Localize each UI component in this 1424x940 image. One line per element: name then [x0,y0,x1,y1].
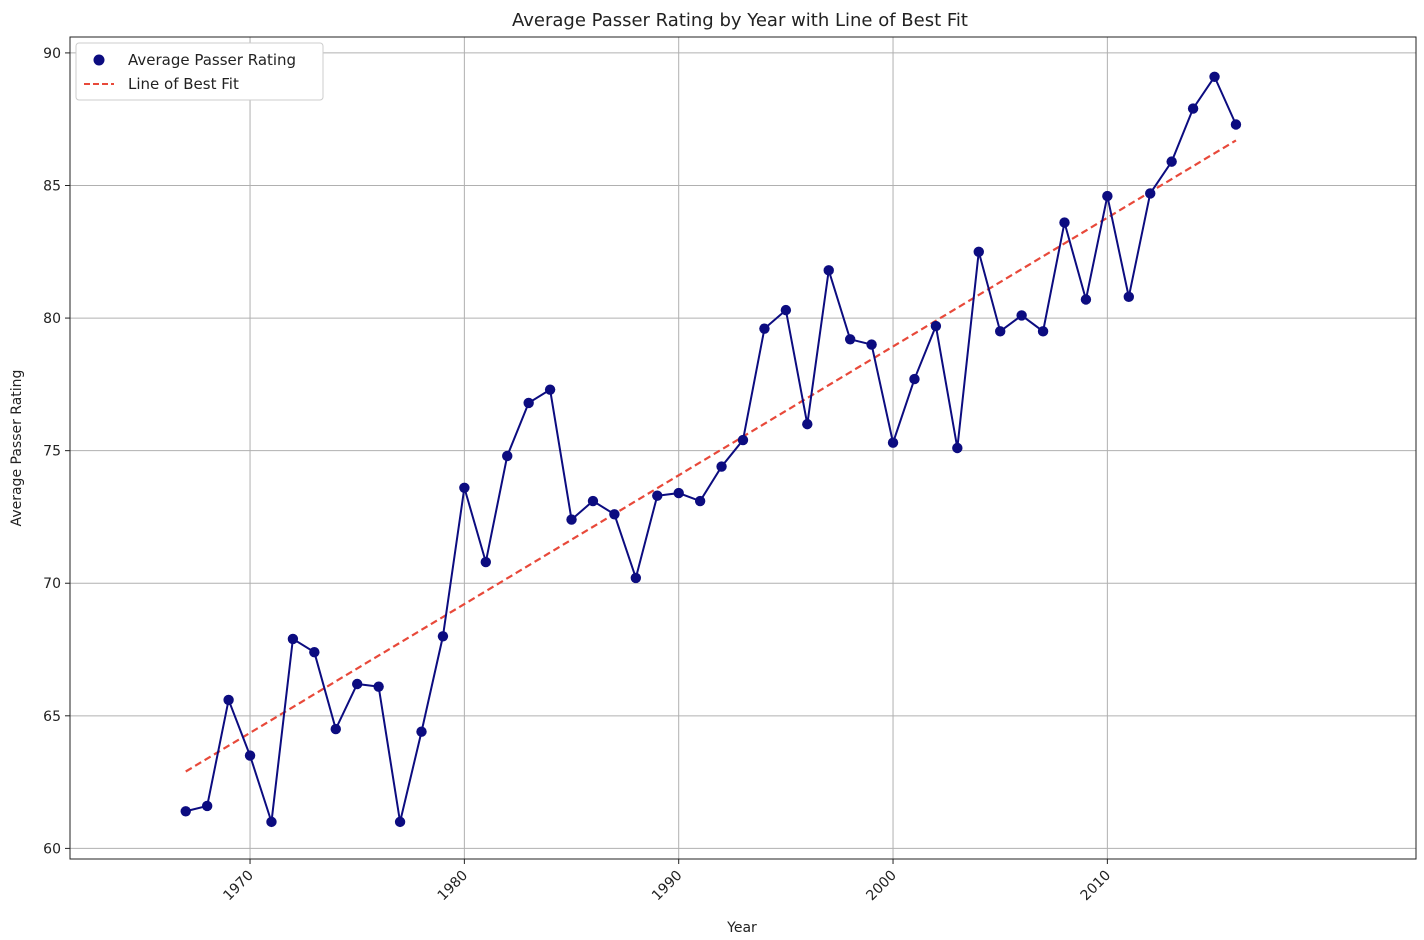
data-point [652,491,662,501]
data-point [888,437,898,447]
data-point [202,801,212,811]
data-point [416,727,426,737]
data-point [481,557,491,567]
x-axis-label: Year [726,920,757,936]
y-tick-label: 60 [43,841,61,857]
data-point [502,451,512,461]
y-axis-label: Average Passer Rating [9,370,25,527]
data-point [909,374,919,384]
data-point [1038,326,1048,336]
data-point [288,634,298,644]
data-point [716,461,726,471]
data-point [438,631,448,641]
data-point [738,435,748,445]
data-point [266,817,276,827]
data-point [181,806,191,816]
data-point [566,514,576,524]
data-point [1188,103,1198,113]
legend-label-data: Average Passer Rating [128,51,296,69]
data-point [1166,156,1176,166]
y-tick-label: 80 [43,311,61,327]
data-point [1059,217,1069,227]
data-point [1145,188,1155,198]
data-point [352,679,362,689]
data-point [931,321,941,331]
legend-label-fit: Line of Best Fit [128,75,239,93]
y-tick-label: 75 [43,444,61,460]
data-point [545,384,555,394]
data-point [245,750,255,760]
data-point [974,247,984,257]
data-point [674,488,684,498]
y-tick-label: 90 [43,46,61,62]
data-point [1209,72,1219,82]
data-point [759,323,769,333]
data-point [609,509,619,519]
data-point [631,573,641,583]
data-point [802,419,812,429]
data-point [223,695,233,705]
data-point [331,724,341,734]
legend-marker [94,55,105,66]
data-point [781,305,791,315]
data-point [695,496,705,506]
legend: Average Passer Rating Line of Best Fit [76,43,323,100]
data-point [952,443,962,453]
y-tick-label: 70 [43,576,61,592]
data-point [1124,292,1134,302]
data-point [523,398,533,408]
data-point [866,339,876,349]
data-point [1081,294,1091,304]
y-tick-label: 85 [43,178,61,194]
data-point [588,496,598,506]
data-point [395,817,405,827]
data-point [373,681,383,691]
data-point [995,326,1005,336]
data-point [1102,191,1112,201]
data-point [1231,119,1241,129]
data-point [845,334,855,344]
data-point [824,265,834,275]
data-point [1016,310,1026,320]
chart-title: Average Passer Rating by Year with Line … [512,10,968,31]
y-tick-label: 65 [43,709,61,725]
data-point [309,647,319,657]
data-point [459,483,469,493]
